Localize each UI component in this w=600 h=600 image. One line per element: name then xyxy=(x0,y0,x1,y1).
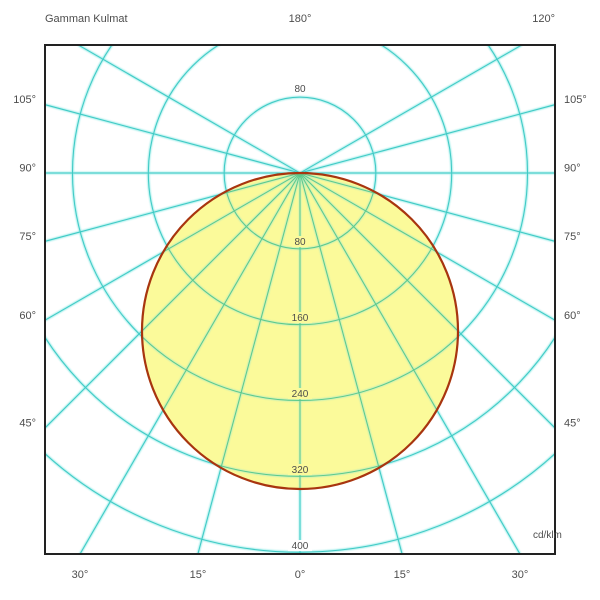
svg-text:105°: 105° xyxy=(13,94,36,106)
svg-text:240: 240 xyxy=(292,389,309,400)
svg-text:75°: 75° xyxy=(19,231,36,243)
svg-text:15°: 15° xyxy=(190,569,207,581)
svg-text:80: 80 xyxy=(294,237,306,248)
svg-text:45°: 45° xyxy=(19,418,36,430)
svg-text:cd/klm: cd/klm xyxy=(533,530,562,541)
svg-text:15°: 15° xyxy=(394,569,411,581)
svg-text:320: 320 xyxy=(292,465,309,476)
svg-text:180°: 180° xyxy=(289,13,312,25)
svg-text:90°: 90° xyxy=(564,163,581,175)
svg-text:120°: 120° xyxy=(532,13,555,25)
svg-text:45°: 45° xyxy=(564,418,581,430)
svg-text:105°: 105° xyxy=(564,94,587,106)
svg-text:75°: 75° xyxy=(564,231,581,243)
svg-text:160: 160 xyxy=(292,313,309,324)
svg-text:Gamman Kulmat: Gamman Kulmat xyxy=(45,13,128,25)
svg-text:30°: 30° xyxy=(512,569,529,581)
svg-text:400: 400 xyxy=(292,541,309,552)
svg-text:60°: 60° xyxy=(19,310,36,322)
svg-text:60°: 60° xyxy=(564,310,581,322)
svg-text:0°: 0° xyxy=(295,569,306,581)
svg-text:80: 80 xyxy=(294,84,306,95)
svg-text:90°: 90° xyxy=(19,163,36,175)
svg-text:30°: 30° xyxy=(72,569,89,581)
